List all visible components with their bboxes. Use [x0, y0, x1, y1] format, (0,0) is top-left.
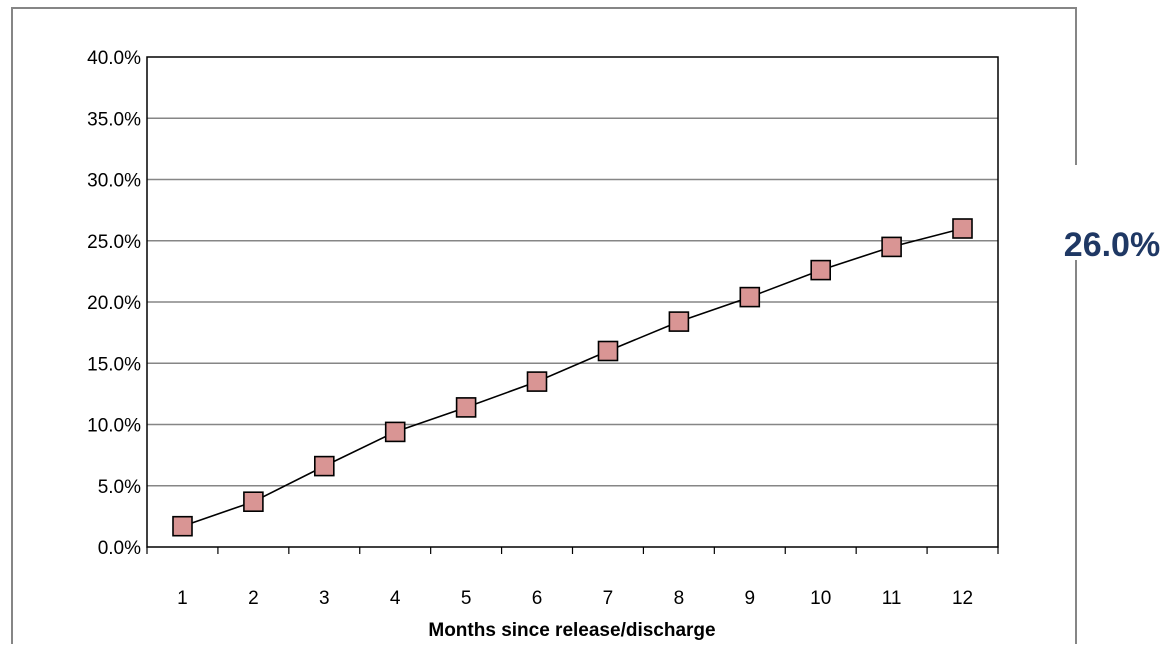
data-point-marker — [313, 455, 335, 477]
y-tick-label: 5.0% — [98, 477, 141, 498]
data-point-marker — [739, 286, 761, 308]
data-point-marker — [597, 340, 619, 362]
y-tick-label: 10.0% — [87, 416, 141, 437]
chart-outer-frame — [11, 7, 1077, 649]
data-point-marker — [952, 218, 973, 239]
y-tick-label: 40.0% — [87, 48, 141, 69]
y-tick-label: 25.0% — [87, 232, 141, 253]
x-tick-label: 10 — [810, 588, 831, 609]
data-point-marker — [172, 515, 193, 537]
x-tick-label: 5 — [461, 588, 472, 609]
y-axis-tick-labels: 0.0% 5.0% 10.0% 15.0% 20.0% 25.0% 30.0% 35.0% 40… — [87, 48, 141, 559]
series-markers — [172, 218, 973, 537]
x-tick-label: 3 — [319, 588, 330, 609]
x-axis-tick-marks — [146, 547, 999, 554]
x-tick-label: 7 — [603, 588, 614, 609]
x-tick-label: 12 — [952, 588, 973, 609]
x-tick-label: 1 — [177, 588, 188, 609]
data-point-marker — [384, 421, 406, 443]
data-point-marker — [881, 236, 902, 258]
x-axis-tick-labels: 1 2 3 4 5 6 7 8 9 10 11 12 — [177, 588, 973, 609]
y-tick-label: 35.0% — [87, 109, 141, 130]
data-point-marker — [668, 311, 690, 332]
y-tick-label: 30.0% — [87, 171, 141, 192]
data-point-marker — [526, 371, 548, 392]
x-axis-title: Months since release/discharge — [428, 620, 715, 641]
series-line — [182, 227, 963, 527]
y-tick-label: 0.0% — [98, 538, 141, 559]
data-point-marker — [455, 397, 477, 418]
callout-frame-gap — [1066, 165, 1086, 260]
gridlines — [147, 117, 998, 487]
last-value-callout: 26.0% — [1064, 226, 1160, 264]
x-tick-label: 8 — [674, 588, 685, 609]
y-tick-label: 20.0% — [87, 293, 141, 314]
x-tick-label: 4 — [390, 588, 401, 609]
data-point-marker — [243, 491, 264, 513]
x-tick-label: 11 — [882, 588, 902, 609]
x-tick-label: 6 — [532, 588, 543, 609]
x-tick-label: 9 — [745, 588, 756, 609]
x-tick-label: 2 — [248, 588, 259, 609]
data-point-marker — [810, 259, 832, 281]
y-tick-label: 15.0% — [87, 354, 141, 375]
